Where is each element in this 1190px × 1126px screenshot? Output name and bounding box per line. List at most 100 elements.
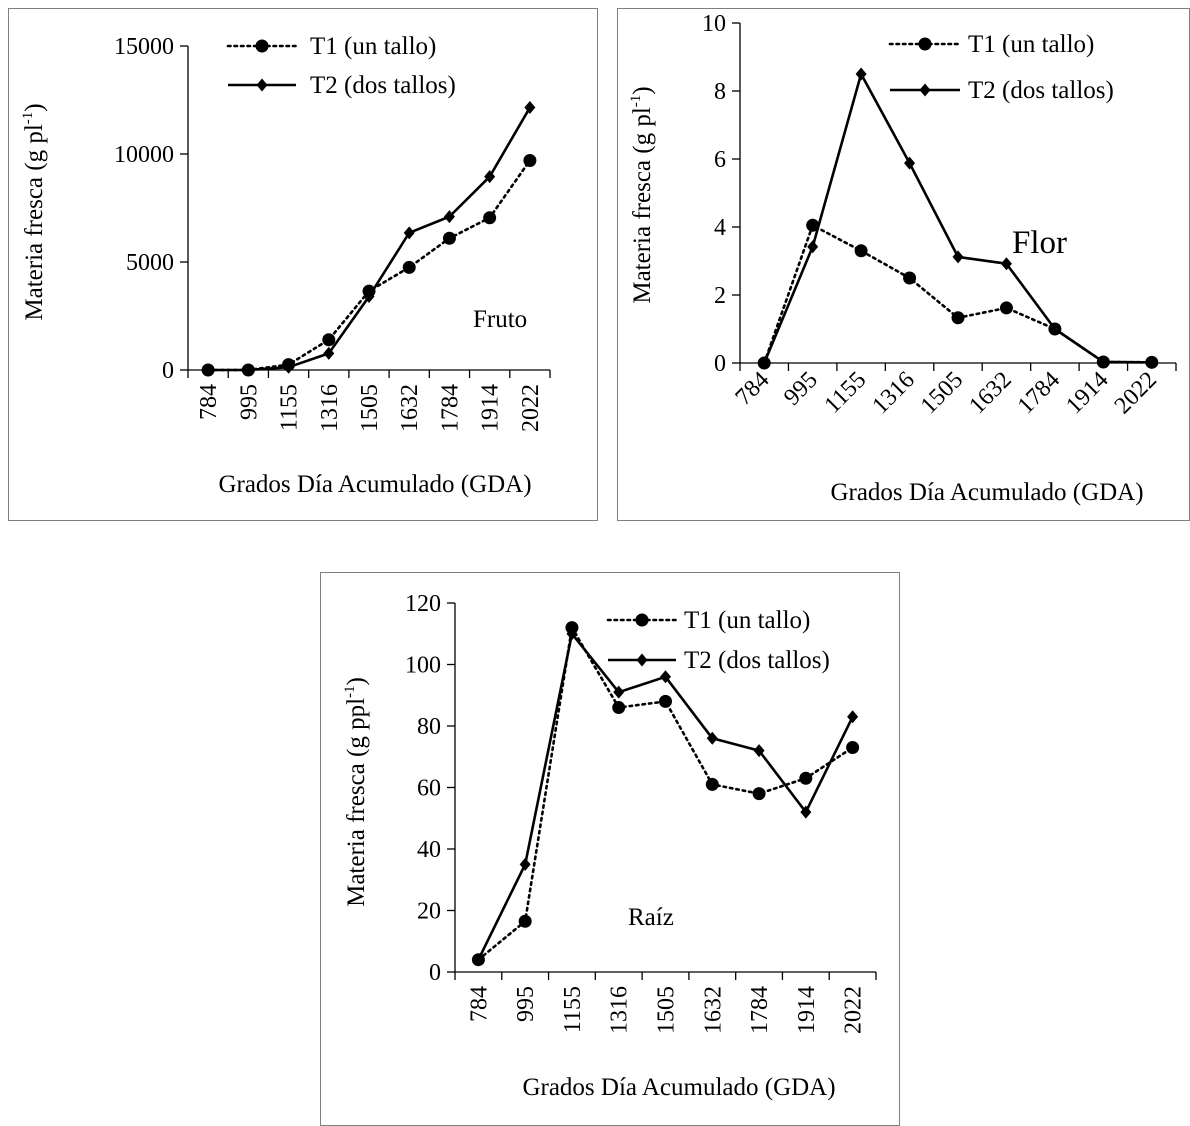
legend-marker-t2 [256,78,268,92]
data-point-t2 [1049,322,1061,336]
y-axis-title: Materia fresca (g pl-1) [628,86,656,303]
x-tick-label: 1505 [357,384,383,432]
chart-panel-fruto [8,8,598,521]
data-point-t2 [807,240,819,254]
chart-Fruto: 0 5000 10000 15000 784 995 1155 1316 1505 1632 178… [20,33,551,498]
x-tick-label: 1316 [317,384,343,432]
data-point-t1 [999,301,1013,315]
x-tick-label: 784 [731,367,775,411]
data-point-t2 [484,170,496,184]
data-point-t1 [705,777,719,791]
data-point-t2 [1000,257,1012,271]
x-tick-label: 1155 [560,986,586,1033]
x-axis-title: Grados Día Acumulado (GDA) [522,1074,835,1101]
y-axis-title-end: ) [343,677,370,685]
data-point-t2 [443,210,455,224]
x-tick-label: 1632 [700,986,726,1034]
data-point-t1 [322,333,336,347]
data-point-t2 [472,953,484,967]
y-axis-title-main: Materia fresca (g pl [21,124,48,320]
y-tick-label: 10 [702,11,726,37]
data-point-t2 [283,360,295,374]
x-tick-label: 1914 [478,384,504,432]
x-tick-label: 1914 [794,986,820,1034]
legend-label-t1: T1 (un tallo) [684,607,810,634]
legend-label-t2: T2 (dos tallos) [968,77,1114,104]
y-tick-label: 6 [714,147,726,173]
data-point-t1 [951,311,965,325]
data-point-t1 [903,271,917,285]
x-tick-label: 1316 [867,367,919,419]
y-tick-label: 2 [714,283,726,309]
y-tick-label: 10000 [114,142,174,168]
y-tick-label: 0 [429,960,441,986]
y-axis-title-end: ) [629,86,656,94]
legend-label-t2: T2 (dos tallos) [684,647,830,674]
data-point-t2 [1146,355,1158,369]
legend-marker-t2 [636,653,648,667]
data-point-t2 [613,685,625,699]
data-point-t2 [753,744,765,758]
x-tick-label: 1632 [964,367,1016,419]
data-point-t2 [660,670,671,684]
y-tick-label: 15000 [114,34,174,60]
y-tick-label: 100 [405,653,441,679]
legend-label-t1: T1 (un tallo) [968,31,1094,58]
y-tick-label: 80 [417,714,441,740]
x-tick-label: 995 [513,986,539,1022]
y-axis-title-superscript: -1 [342,685,358,698]
x-tick-label: 1784 [1013,367,1065,419]
data-point-t1 [854,244,868,258]
data-point-t1 [442,231,456,245]
x-tick-label: 1505 [654,986,680,1034]
y-tick-label: 0 [162,358,174,384]
x-tick-label: 784 [466,986,492,1022]
panel-annotation: Fruto [473,306,527,333]
data-point-t2 [952,250,964,264]
data-point-t2 [800,805,812,819]
panel-annotation: Raíz [628,904,674,931]
y-axis-title: Materia fresca (g ppl-1) [342,677,370,907]
x-tick-label: 1505 [916,367,968,419]
x-tick-label: 995 [236,384,262,420]
y-axis-title-main: Materia fresca (g ppl [343,698,370,907]
data-point-t1 [752,787,766,801]
y-tick-label: 4 [714,215,726,241]
data-point-t1 [518,914,532,928]
x-tick-label: 1155 [277,384,303,431]
legend-label-t2: T2 (dos tallos) [310,72,456,99]
data-point-t1 [402,260,416,274]
y-tick-label: 0 [714,351,726,377]
x-tick-label: 1784 [747,986,773,1034]
data-point-t2 [202,363,214,377]
data-point-t2 [758,356,770,370]
y-tick-label: 5000 [126,250,174,276]
chart-Raíz: 0 20 40 60 80 100 120 784 995 1155 1316 1505 1632 178… [342,591,877,1101]
series-line-t1 [762,224,1154,365]
chart-Flor: 0 2 4 6 8 10 784 995115513161505163217841914202… [628,11,1177,506]
legend-marker-t1 [255,39,269,53]
data-point-t2 [524,101,536,115]
x-tick-label: 1784 [437,384,463,432]
series-line-t1 [206,159,532,372]
x-tick-label: 1914 [1061,367,1113,419]
x-tick-label: 1155 [820,367,872,419]
panel-annotation: Flor [1012,225,1067,261]
data-point-t1 [483,211,497,225]
y-tick-label: 8 [714,79,726,105]
y-axis-title-superscript: -1 [20,112,36,125]
y-axis-title-superscript: -1 [628,95,644,108]
x-tick-label: 2022 [1110,367,1162,419]
legend-marker-t1 [635,613,649,627]
legend-label-t1: T1 (un tallo) [310,33,436,60]
y-tick-label: 20 [417,899,441,925]
x-tick-label: 995 [779,367,823,411]
y-tick-label: 120 [405,591,441,617]
data-point-t1 [846,741,860,755]
data-point-t2 [519,857,531,871]
y-axis-title: Materia fresca (g pl-1) [20,103,48,320]
x-tick-label: 784 [196,384,222,420]
x-tick-label: 1316 [607,986,633,1034]
y-axis-title-end: ) [21,103,48,111]
y-axis-title-main: Materia fresca (g pl [629,107,656,303]
